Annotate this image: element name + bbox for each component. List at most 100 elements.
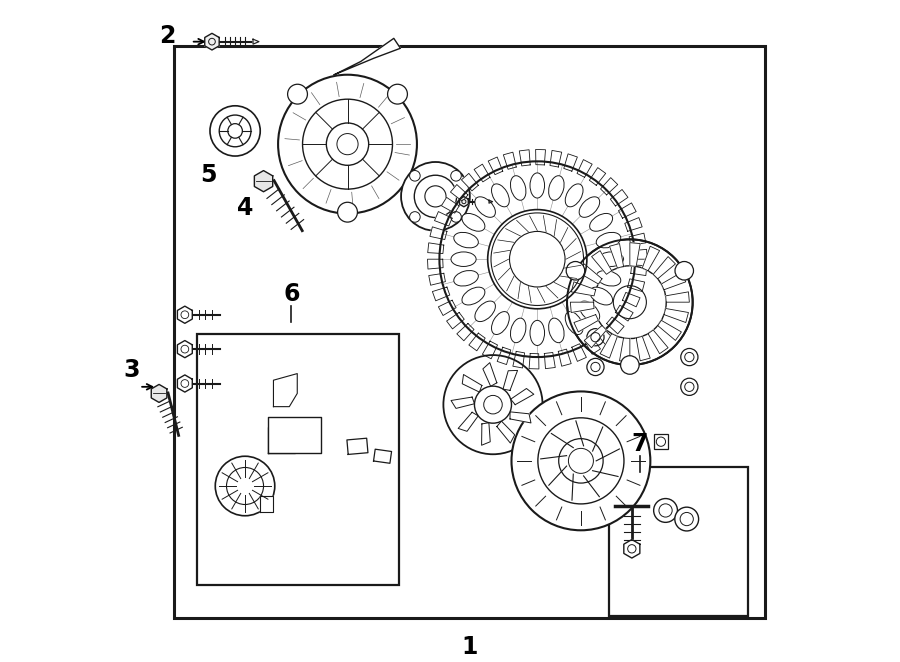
Polygon shape xyxy=(600,177,617,195)
Polygon shape xyxy=(513,352,525,368)
Polygon shape xyxy=(619,338,630,361)
Circle shape xyxy=(566,261,585,280)
Polygon shape xyxy=(428,260,443,269)
Polygon shape xyxy=(374,449,392,463)
Circle shape xyxy=(569,448,593,473)
Text: 7: 7 xyxy=(632,432,648,456)
Polygon shape xyxy=(563,154,578,171)
Polygon shape xyxy=(632,250,647,260)
Polygon shape xyxy=(489,200,492,203)
Circle shape xyxy=(587,358,604,375)
Polygon shape xyxy=(177,340,193,357)
Polygon shape xyxy=(451,397,474,408)
Ellipse shape xyxy=(510,175,526,201)
Ellipse shape xyxy=(549,318,564,343)
Ellipse shape xyxy=(565,184,583,207)
Circle shape xyxy=(587,328,604,346)
Circle shape xyxy=(627,545,636,553)
Circle shape xyxy=(429,152,645,367)
Polygon shape xyxy=(497,347,511,365)
Circle shape xyxy=(491,213,583,305)
Polygon shape xyxy=(460,197,468,207)
Polygon shape xyxy=(519,150,530,166)
Bar xyxy=(268,427,294,453)
Ellipse shape xyxy=(565,312,583,334)
Polygon shape xyxy=(260,496,274,512)
Circle shape xyxy=(302,99,392,189)
Circle shape xyxy=(675,507,698,531)
Circle shape xyxy=(227,467,264,504)
Polygon shape xyxy=(577,160,592,177)
Circle shape xyxy=(181,311,189,318)
Circle shape xyxy=(410,171,420,181)
Circle shape xyxy=(410,212,420,222)
Bar xyxy=(197,334,399,585)
Polygon shape xyxy=(462,173,478,191)
Polygon shape xyxy=(482,341,498,359)
Ellipse shape xyxy=(596,232,621,248)
Polygon shape xyxy=(558,349,572,366)
Polygon shape xyxy=(550,150,562,167)
Polygon shape xyxy=(653,257,675,279)
Polygon shape xyxy=(274,373,297,406)
Circle shape xyxy=(210,106,260,156)
Bar xyxy=(653,434,668,449)
Polygon shape xyxy=(627,279,644,291)
Circle shape xyxy=(567,240,693,365)
Polygon shape xyxy=(662,273,686,290)
Polygon shape xyxy=(268,416,321,453)
Circle shape xyxy=(538,418,624,504)
Polygon shape xyxy=(609,244,624,268)
Polygon shape xyxy=(435,212,452,226)
Polygon shape xyxy=(255,171,273,192)
Circle shape xyxy=(337,134,358,155)
Circle shape xyxy=(488,210,587,308)
Circle shape xyxy=(559,439,603,483)
Circle shape xyxy=(593,266,666,338)
Polygon shape xyxy=(600,334,617,358)
Polygon shape xyxy=(430,227,447,240)
Circle shape xyxy=(220,115,251,147)
Circle shape xyxy=(388,84,408,104)
Circle shape xyxy=(425,186,446,207)
Polygon shape xyxy=(503,371,517,391)
Polygon shape xyxy=(618,203,636,218)
Polygon shape xyxy=(451,185,468,201)
Polygon shape xyxy=(631,265,647,275)
Polygon shape xyxy=(346,438,368,454)
Bar xyxy=(608,467,748,616)
Ellipse shape xyxy=(530,173,544,198)
Circle shape xyxy=(675,261,694,280)
Polygon shape xyxy=(636,336,650,361)
Polygon shape xyxy=(648,330,668,354)
Ellipse shape xyxy=(510,318,526,343)
Ellipse shape xyxy=(549,175,564,201)
Text: 5: 5 xyxy=(201,164,217,187)
Ellipse shape xyxy=(530,320,544,346)
Polygon shape xyxy=(596,328,613,345)
Circle shape xyxy=(228,124,242,138)
Ellipse shape xyxy=(454,232,478,248)
Text: 4: 4 xyxy=(237,196,253,220)
Polygon shape xyxy=(572,282,596,296)
Polygon shape xyxy=(590,167,606,185)
Ellipse shape xyxy=(491,184,509,207)
Polygon shape xyxy=(483,363,497,387)
Polygon shape xyxy=(463,375,482,392)
Polygon shape xyxy=(579,264,602,284)
Circle shape xyxy=(338,203,357,222)
Ellipse shape xyxy=(590,213,613,231)
Circle shape xyxy=(621,355,639,374)
Polygon shape xyxy=(446,312,464,329)
Circle shape xyxy=(474,386,511,423)
Polygon shape xyxy=(643,246,660,271)
Polygon shape xyxy=(544,352,555,369)
Circle shape xyxy=(680,512,693,526)
Polygon shape xyxy=(334,38,400,75)
Circle shape xyxy=(278,75,417,214)
Polygon shape xyxy=(574,314,599,332)
Bar xyxy=(174,46,765,618)
Polygon shape xyxy=(607,317,624,334)
Circle shape xyxy=(680,348,698,365)
Ellipse shape xyxy=(579,301,599,322)
